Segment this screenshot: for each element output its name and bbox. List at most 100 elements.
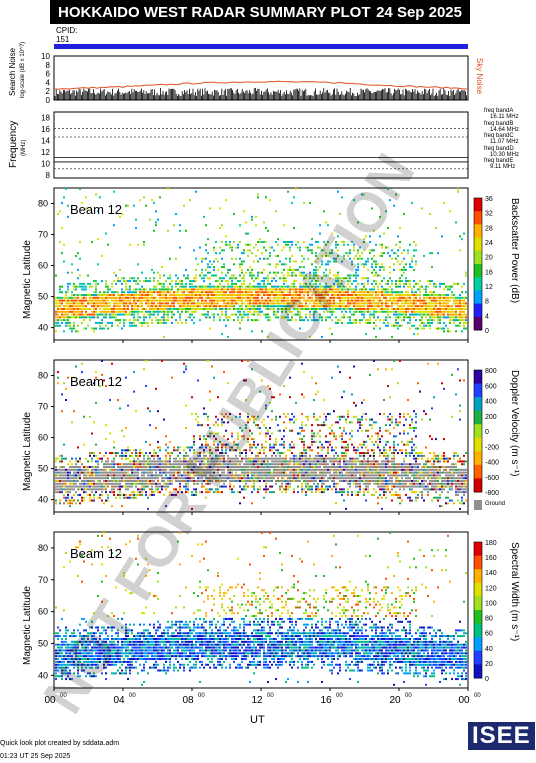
ground-scatter-swatch [474, 500, 482, 510]
colorbar-segment [474, 290, 482, 305]
colorbar-segment [474, 582, 482, 597]
colorbar-tick-label: -400 [485, 460, 499, 467]
colorbar-tick-label: 32 [485, 211, 493, 218]
beam-label: Beam 12 [70, 546, 122, 561]
colorbar-segment [474, 316, 482, 331]
freq-band-value: 10.30 MHz [490, 151, 520, 158]
cpid-label: CPID: [56, 26, 78, 35]
colorbar-tick-label: -800 [485, 490, 499, 497]
sky-noise-line [53, 80, 468, 90]
time-tick-sup: 00 [60, 693, 67, 699]
colorbar-tick-label: 40 [485, 646, 493, 653]
freq-band-entry: freq bandA 16.11 MHz [484, 108, 519, 120]
noise-tick-label: 0 [46, 96, 51, 105]
noise-tick-label: 10 [41, 52, 50, 61]
freq-band-value: 14.64 MHz [490, 126, 520, 133]
cpid: CPID: 151 [56, 26, 77, 44]
freq-tick-label: 10 [41, 160, 50, 169]
colorbar-tick-label: 200 [485, 414, 497, 421]
colorbar-tick-label: 8 [485, 299, 489, 306]
lat-tick-label: 70 [38, 402, 48, 412]
colorbar-segment [474, 478, 482, 493]
lat-tick-label: 40 [38, 670, 48, 680]
beam-label: Beam 12 [70, 374, 122, 389]
colorbar-segment [474, 637, 482, 652]
lat-tick-label: 50 [38, 464, 48, 474]
freq-band-entry: freq bandC 11.07 MHz [484, 133, 519, 145]
plot-title: HOKKAIDO WEST RADAR SUMMARY PLOT [58, 3, 371, 21]
freq-band-entry: freq bandB 14.64 MHz [484, 121, 519, 133]
cpid-bar [54, 44, 468, 49]
colorbar-tick-label: 100 [485, 600, 497, 607]
lat-tick-label: 80 [38, 371, 48, 381]
colorbar-segment [474, 237, 482, 252]
beam-label: Beam 12 [70, 202, 122, 217]
freq-tick-label: 18 [41, 114, 50, 123]
colorbar-segment [474, 264, 482, 278]
colorbar-tick-label: 800 [485, 368, 497, 375]
colorbar-segment [474, 211, 482, 225]
colorbar-tick-label: 0 [485, 328, 489, 335]
colorbar-tick-label: 140 [485, 570, 497, 577]
colorbar-tick-label: 20 [485, 255, 493, 262]
colorbar-segment [474, 303, 482, 318]
lat-tick-label: 50 [38, 638, 48, 648]
freq-band-name: freq bandD [484, 145, 514, 152]
lat-tick-label: 80 [38, 199, 48, 209]
freq-tick-label: 8 [46, 171, 51, 180]
freq-band-name: freq bandB [484, 120, 514, 127]
time-tick-label: 00 [458, 695, 470, 706]
colorbar-segment [474, 650, 482, 665]
isee-logo: ISEE [468, 722, 535, 750]
lat-tick-label: 80 [38, 543, 48, 553]
time-tick-sup: 00 [267, 693, 274, 699]
freq-tick-label: 16 [41, 125, 50, 134]
colorbar-tick-label: 28 [485, 225, 493, 232]
colorbar-segment [474, 437, 482, 452]
header-bar: HOKKAIDO WEST RADAR SUMMARY PLOT 24 Sep … [50, 0, 470, 24]
colorbar-tick-label: 20 [485, 661, 493, 668]
colorbar-segment [474, 370, 482, 385]
ground-scatter-label: Ground [485, 501, 505, 507]
noise-tick-label: 2 [46, 87, 51, 96]
scatter-data-0 [55, 187, 467, 338]
colorbar-frame [473, 197, 483, 331]
time-tick-label: 12 [251, 695, 263, 706]
lat-tick-label: 50 [38, 292, 48, 302]
colorbar-tick-label: 0 [485, 429, 489, 436]
colorbar-tick-label: 80 [485, 616, 493, 623]
colorbar-tick-label: 600 [485, 383, 497, 390]
freq-band-value: 9.11 MHz [490, 164, 516, 171]
lat-tick-label: 60 [38, 261, 48, 271]
freq-tick-label: 14 [41, 137, 50, 146]
scatter-data-2 [55, 531, 467, 686]
time-tick-label: 08 [182, 695, 194, 706]
time-tick-label: 20 [389, 695, 401, 706]
time-tick-sup: 00 [474, 693, 481, 699]
colorbar-tick-label: -200 [485, 444, 499, 451]
time-tick-label: 16 [320, 695, 332, 706]
colorbar-tick-label: 160 [485, 555, 497, 562]
freq-band-value: 16.11 MHz [490, 114, 519, 120]
lat-tick-label: 40 [38, 495, 48, 505]
colorbar-segment [474, 383, 482, 398]
colorbar-tick-label: 36 [485, 196, 493, 203]
colorbar-tick-label: -600 [485, 475, 499, 482]
x-axis-label: UT [250, 714, 265, 726]
cpid-value: 151 [56, 35, 70, 44]
colorbar-segment [474, 410, 482, 425]
created-by: Quick look plot created by sddata.adm [0, 740, 120, 747]
freq-band-name: freq bandA [484, 108, 514, 114]
colorbar-tick-label: 400 [485, 399, 497, 406]
scatter-data-1 [55, 359, 467, 510]
freq-band-entry: freq bandD 10.30 MHz [484, 146, 519, 158]
colorbar-tick-label: 24 [485, 240, 493, 247]
lat-tick-label: 70 [38, 575, 48, 585]
freq-frame [53, 111, 469, 179]
colorbar-segment [474, 596, 482, 611]
colorbar-segment [474, 397, 482, 412]
colorbar-segment [474, 664, 482, 679]
time-tick-sup: 00 [405, 693, 412, 699]
colorbar-frame [473, 369, 483, 493]
